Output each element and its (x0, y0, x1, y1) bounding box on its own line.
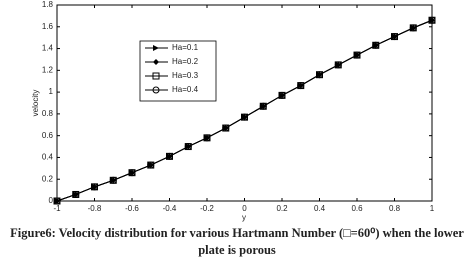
x-tick-label: 0.2 (276, 204, 288, 213)
x-tick-label: 0 (242, 204, 247, 213)
marker (53, 197, 61, 205)
x-tick-label: -0.6 (125, 204, 139, 213)
marker (391, 33, 398, 41)
marker (184, 143, 192, 151)
y-tick-label: 1.8 (42, 0, 54, 9)
legend-label: Ha=0.4 (172, 85, 199, 94)
marker (72, 190, 80, 198)
legend-label: Ha=0.2 (172, 57, 199, 66)
y-tick-label: 1.6 (42, 22, 54, 31)
marker (316, 71, 323, 79)
marker (334, 61, 342, 69)
marker (409, 24, 417, 32)
marker (297, 82, 305, 90)
marker (222, 124, 230, 132)
marker (203, 134, 211, 142)
marker (353, 51, 361, 59)
y-tick-label: 0.6 (42, 131, 54, 140)
x-tick-label: 0.4 (314, 204, 326, 213)
marker (372, 41, 380, 49)
marker (278, 91, 286, 99)
x-tick-label: -0.8 (88, 204, 102, 213)
y-tick-label: 0 (49, 196, 54, 205)
y-tick-label: 0.4 (42, 153, 54, 162)
y-axis-label: velocity (31, 90, 40, 117)
y-tick-label: 1.4 (42, 44, 54, 53)
x-tick-label: -0.4 (163, 204, 177, 213)
legend-label: Ha=0.3 (172, 71, 199, 80)
series-line (56, 19, 433, 202)
y-tick-label: 0.8 (42, 109, 54, 118)
marker (166, 152, 173, 160)
marker (259, 102, 267, 110)
x-tick-label: 0.8 (389, 204, 401, 213)
marker (109, 176, 117, 184)
y-tick-label: 0.2 (42, 174, 54, 183)
caption: Figure6: Velocity distribution for vario… (10, 226, 464, 240)
x-tick-label: 1 (430, 204, 435, 213)
legend-marker (153, 45, 159, 51)
x-tick-label: -1 (53, 204, 61, 213)
marker (147, 161, 155, 169)
plot-frame (56, 4, 433, 202)
x-tick-label: 0.6 (351, 204, 363, 213)
legend-marker (152, 72, 160, 80)
legend-marker (153, 59, 159, 65)
y-tick-label: 1.2 (42, 65, 54, 74)
marker (91, 183, 98, 191)
marker (241, 113, 248, 121)
x-tick-label: -0.2 (200, 204, 214, 213)
legend-label: Ha=0.1 (172, 43, 199, 52)
x-axis-label: y (242, 213, 246, 222)
y-tick-label: 1 (49, 87, 54, 96)
marker (428, 16, 436, 24)
legend-marker (152, 86, 160, 94)
caption: plate is porous (198, 243, 276, 257)
marker (128, 169, 136, 177)
